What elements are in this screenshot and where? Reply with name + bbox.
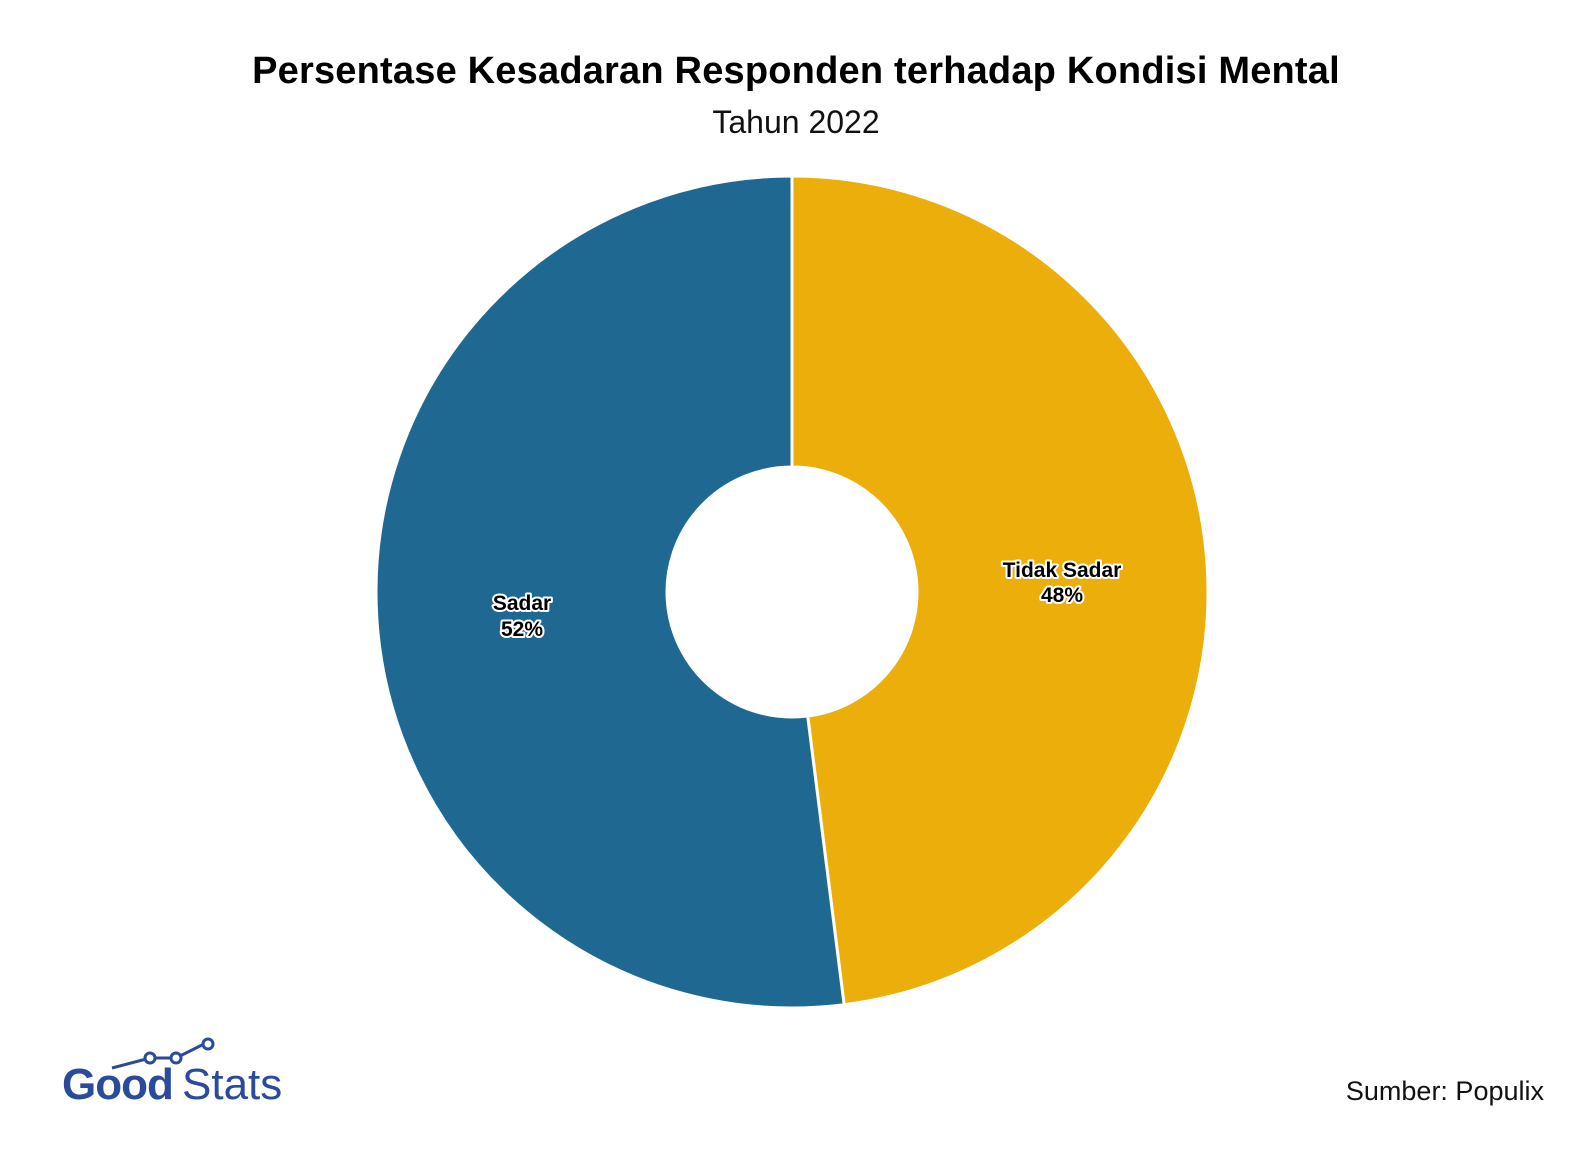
goodstats-logo: Good Stats	[62, 1036, 302, 1116]
slice-value-tidak-sadar: 48%	[1041, 584, 1083, 607]
source-note: Sumber: Populix	[1345, 1076, 1544, 1106]
logo-text-stats: Stats	[182, 1060, 283, 1109]
chart-subtitle: Tahun 2022	[712, 104, 880, 140]
slice-sadar	[374, 174, 846, 1010]
slice-value-sadar: 52%	[501, 618, 543, 641]
logo-text-good: Good	[62, 1060, 174, 1109]
trend-line-icon	[111, 1037, 215, 1070]
slice-label-tidak-sadar: Tidak Sadar	[1003, 559, 1122, 582]
slice-tidak-sadar	[790, 174, 1210, 1007]
chart-title: Persentase Kesadaran Responden terhadap …	[252, 50, 1340, 92]
slice-label-sadar: Sadar	[493, 592, 551, 615]
